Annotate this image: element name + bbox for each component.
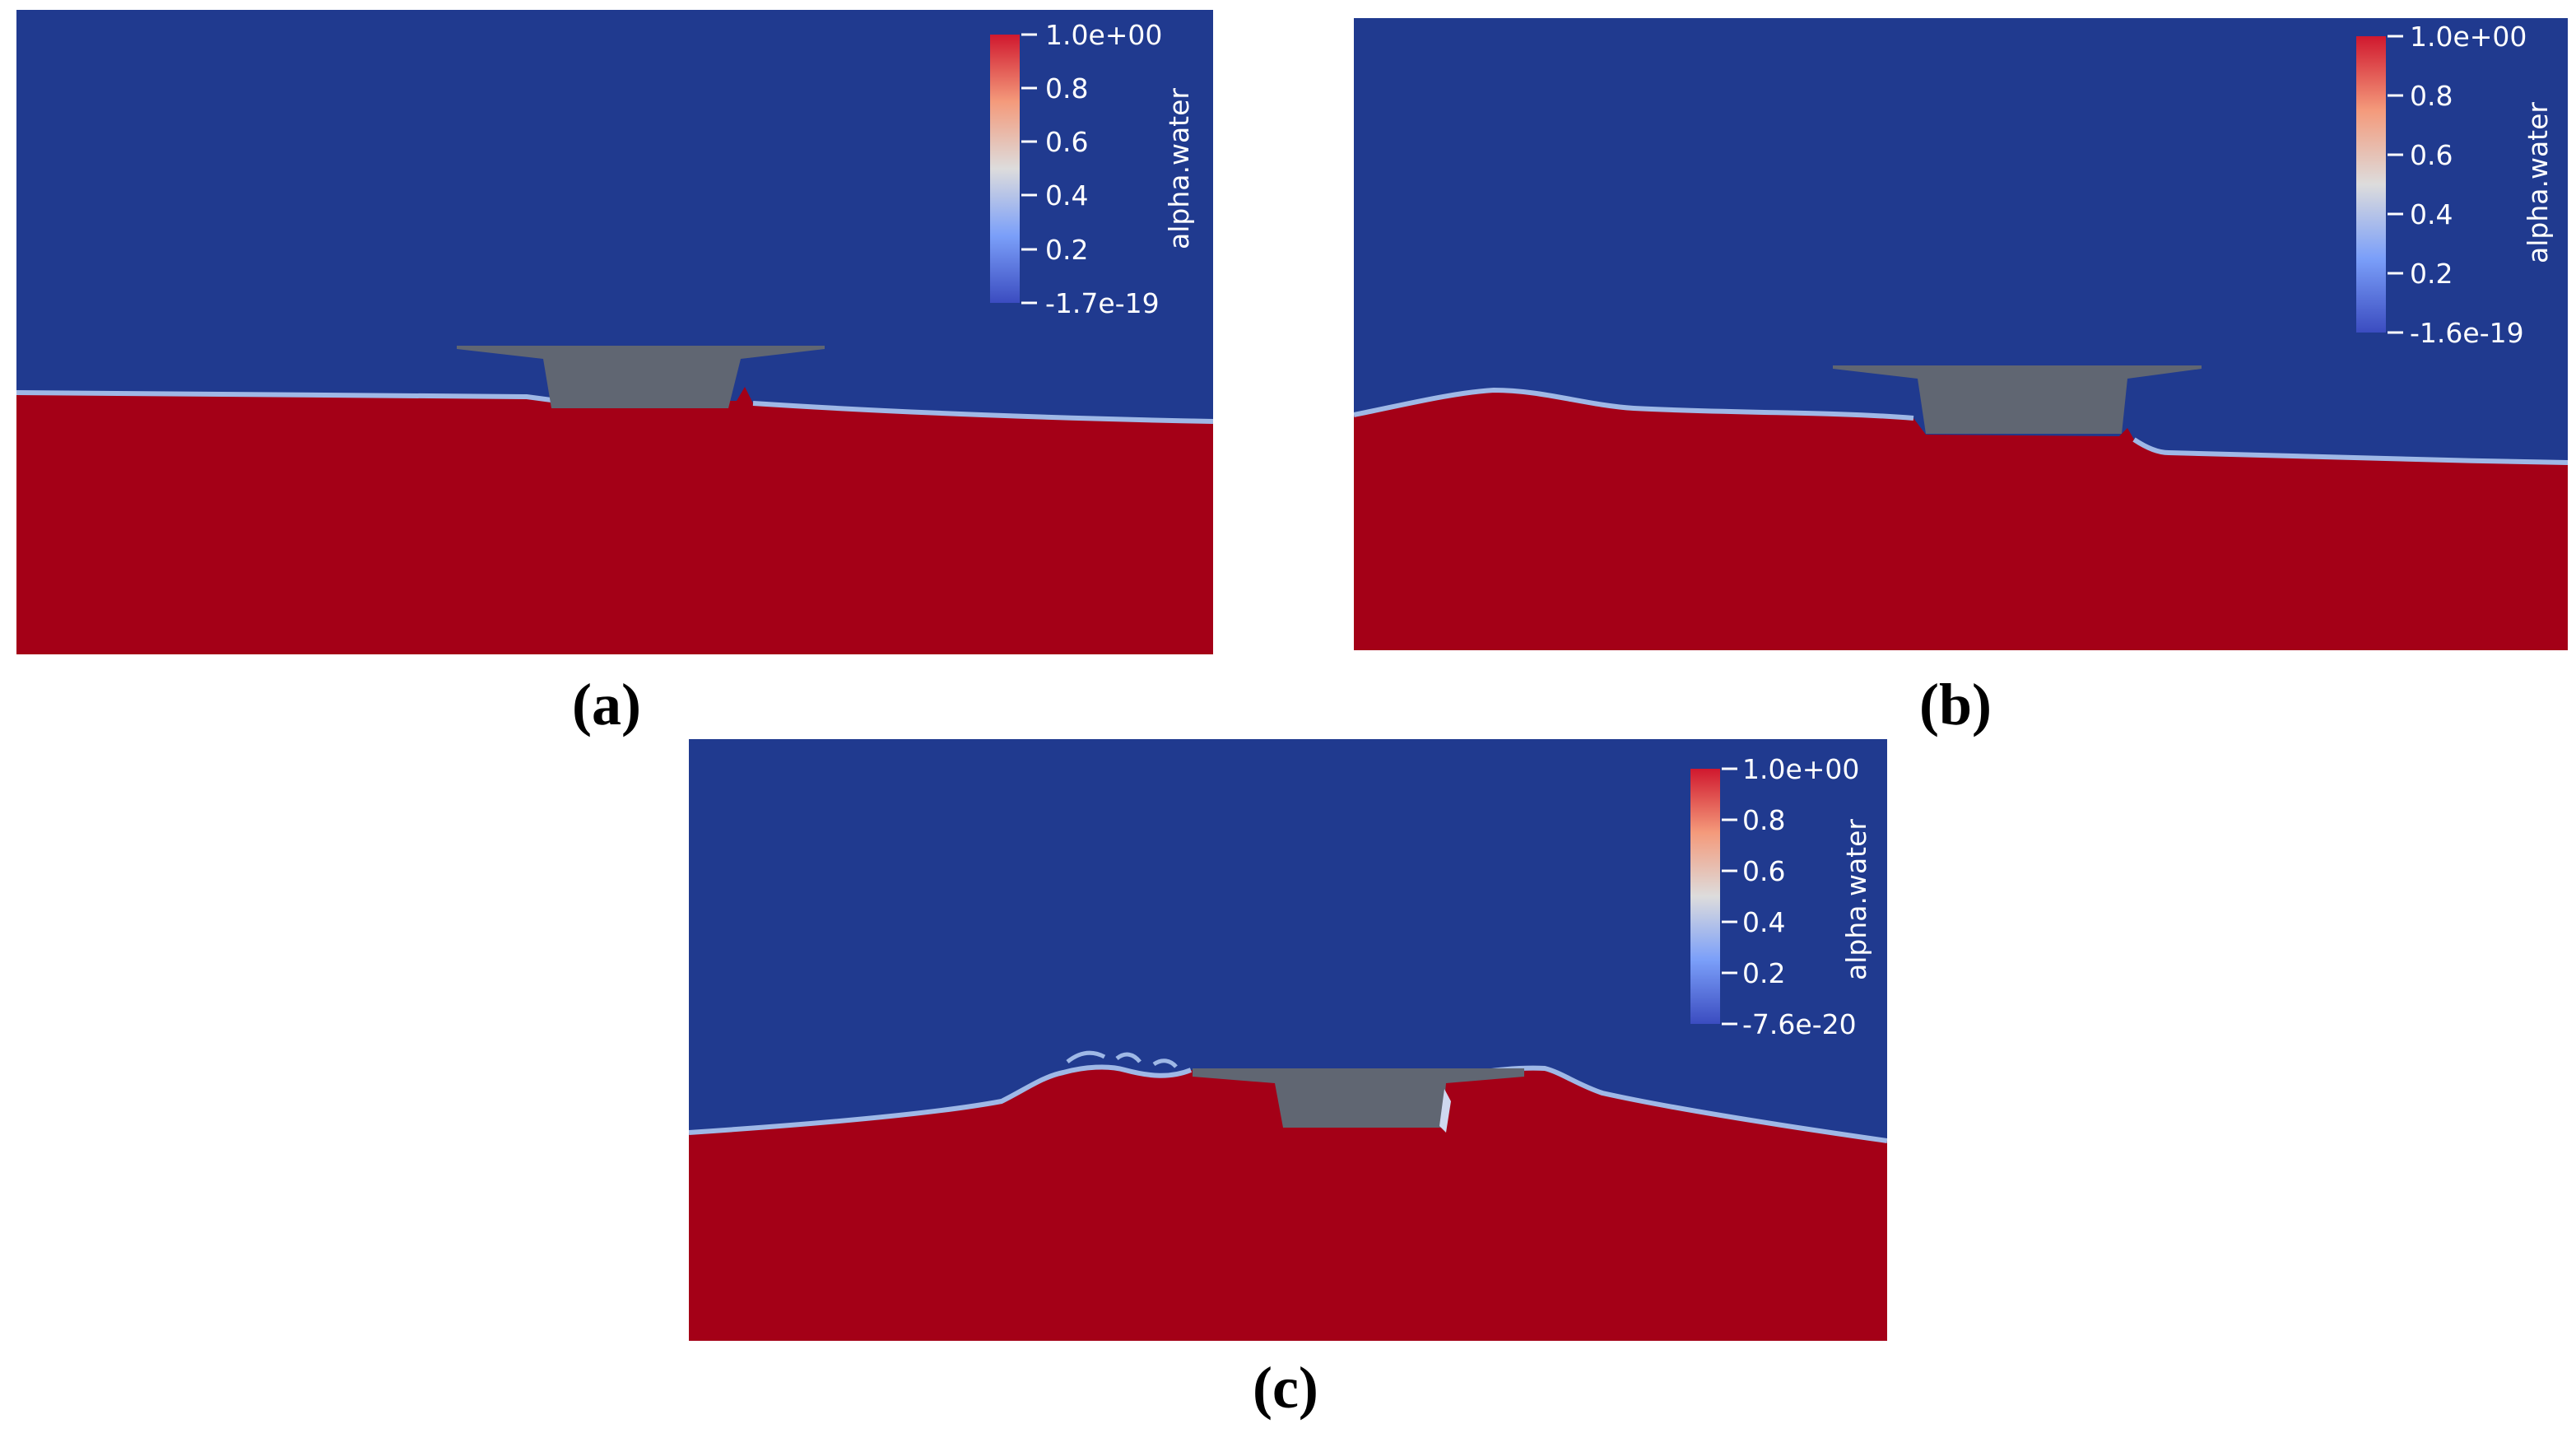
free-surface-line — [16, 390, 1213, 424]
water-region — [689, 1067, 1887, 1341]
free-surface-line — [1354, 387, 2568, 465]
structure-side-splash — [1439, 1089, 1451, 1133]
contour-plot-c: 1.0e+00 0.8 0.6 0.4 0.2 -7.6e-20 alpha.w… — [689, 739, 1887, 1341]
colorbar-tick-label: 0.4 — [1742, 906, 1785, 938]
colorbar-title: alpha.water — [2522, 102, 2554, 263]
colorbar — [2356, 36, 2386, 333]
floating-structure — [1833, 365, 2202, 434]
simulation-panel-a: 1.0e+00 0.8 0.6 0.4 0.2 -1.7e-19 alpha.w… — [16, 10, 1213, 654]
contour-plot-a: 1.0e+00 0.8 0.6 0.4 0.2 -1.7e-19 alpha.w… — [16, 10, 1213, 654]
colorbar-tick-label: -1.7e-19 — [1045, 287, 1160, 319]
colorbar-tick-label: 0.2 — [1045, 234, 1088, 266]
colorbar-tick-label: 0.2 — [1742, 957, 1785, 989]
colorbar-tick-label: 0.6 — [2410, 139, 2453, 171]
colorbar-tick-label: 0.8 — [2410, 80, 2453, 112]
water-region — [1354, 390, 2568, 650]
colorbar-ticks — [1722, 767, 1737, 1026]
colorbar-tick-label: 0.2 — [2410, 258, 2453, 290]
colorbar-tick-label: 1.0e+00 — [2410, 21, 2527, 53]
colorbar-tick-label: 0.4 — [1045, 179, 1088, 212]
colorbar-tick-label: 0.8 — [1045, 72, 1088, 105]
colorbar-tick-label: 0.6 — [1045, 126, 1088, 158]
colorbar — [1690, 769, 1720, 1024]
colorbar-title: alpha.water — [1163, 88, 1195, 249]
caption-c: (c) — [1253, 1355, 1318, 1421]
colorbar — [990, 35, 1020, 303]
caption-b: (b) — [1919, 672, 1992, 737]
spray-droplets — [1066, 1050, 1178, 1068]
colorbar-title: alpha.water — [1840, 819, 1872, 980]
water-region — [16, 387, 1213, 654]
colorbar-ticks — [1021, 33, 1037, 305]
floating-structure — [457, 346, 825, 408]
colorbar-tick-label: -7.6e-20 — [1742, 1008, 1857, 1040]
colorbar-tick-label: -1.6e-19 — [2410, 317, 2524, 349]
contour-plot-b: 1.0e+00 0.8 0.6 0.4 0.2 -1.6e-19 alpha.w… — [1354, 18, 2568, 650]
colorbar-tick-label: 0.4 — [2410, 198, 2453, 230]
simulation-panel-b: 1.0e+00 0.8 0.6 0.4 0.2 -1.6e-19 alpha.w… — [1354, 18, 2568, 650]
colorbar-tick-label: 0.6 — [1742, 855, 1785, 887]
colorbar-tick-label: 0.8 — [1742, 804, 1785, 836]
colorbar-tick-label: 1.0e+00 — [1045, 19, 1162, 51]
colorbar-ticks — [2388, 35, 2403, 334]
simulation-panel-c: 1.0e+00 0.8 0.6 0.4 0.2 -7.6e-20 alpha.w… — [689, 739, 1887, 1341]
colorbar-tick-label: 1.0e+00 — [1742, 753, 1859, 785]
caption-a: (a) — [572, 672, 641, 737]
